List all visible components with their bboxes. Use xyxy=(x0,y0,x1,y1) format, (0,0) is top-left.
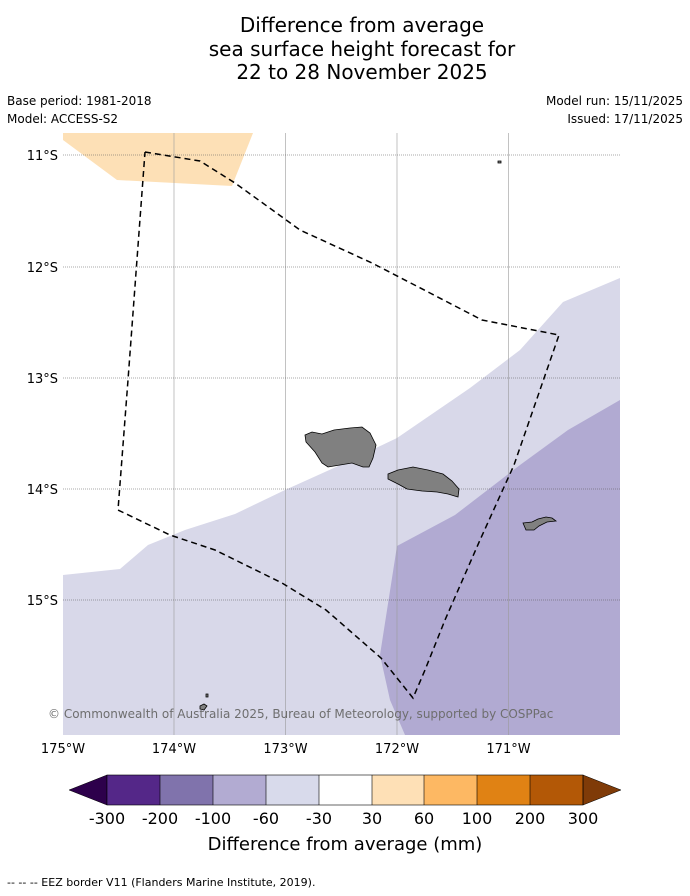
colorbar-segment-8 xyxy=(477,775,530,805)
lat-label-13s: 13°S xyxy=(27,372,58,387)
meta-right: Model run: 15/11/2025 Issued: 17/11/2025 xyxy=(546,94,683,126)
eez-legend-footer: -- -- -- EEZ border V11 (Flanders Marine… xyxy=(7,876,316,889)
issued-text: Issued: 17/11/2025 xyxy=(567,112,683,126)
colorbar-tick-6: 30 xyxy=(362,809,382,828)
title-line-1: Difference from average xyxy=(239,13,485,37)
colorbar-tick-1: -300 xyxy=(89,809,125,828)
colorbar-dividers xyxy=(159,775,531,805)
lon-label-175w: 175°W xyxy=(41,742,85,757)
anomaly-band-minus100-minus60 xyxy=(380,400,620,735)
colorbar-segment-6 xyxy=(372,775,424,805)
colorbar-tick-10: 300 xyxy=(568,809,599,828)
island-swains xyxy=(497,160,502,164)
lat-label-12s: 12°S xyxy=(27,261,58,276)
colorbar-tick-7: 60 xyxy=(414,809,434,828)
lon-label-172w: 172°W xyxy=(375,742,419,757)
landmasses xyxy=(199,160,558,711)
colorbar-tick-5: -30 xyxy=(306,809,332,828)
longitude-labels: 175°W 174°W 173°W 172°W 171°W xyxy=(41,742,531,757)
colorbar-segment-4 xyxy=(266,775,319,805)
colorbar-tick-9: 200 xyxy=(515,809,546,828)
colorbar-tick-3: -100 xyxy=(195,809,231,828)
parallels xyxy=(63,154,620,601)
lon-label-171w: 171°W xyxy=(486,742,530,757)
colorbar-tick-8: 100 xyxy=(462,809,493,828)
lat-label-11s: 11°S xyxy=(27,149,58,164)
title-line-2: sea surface height forecast for xyxy=(208,36,516,61)
colorbar-tick-2: -200 xyxy=(142,809,178,828)
anomaly-band-30-60 xyxy=(63,133,253,186)
lat-label-15s: 15°S xyxy=(27,594,58,609)
island-tutuila xyxy=(522,516,558,531)
colorbar-segment-2 xyxy=(160,775,213,805)
eez-border xyxy=(117,151,560,700)
island-upolu xyxy=(387,466,460,498)
map-area xyxy=(63,133,620,735)
colorbar-arrow-high xyxy=(582,774,622,806)
graticule xyxy=(173,133,509,735)
colorbar-arrow-low xyxy=(68,774,108,806)
colorbar-tick-4: -60 xyxy=(253,809,279,828)
lon-label-174w: 174°W xyxy=(152,742,196,757)
base-period-text: Base period: 1981-2018 xyxy=(7,94,152,108)
model-text: Model: ACCESS-S2 xyxy=(7,112,119,126)
meta-left: Base period: 1981-2018 Model: ACCESS-S2 xyxy=(7,94,152,126)
colorbar-segment-7 xyxy=(424,775,477,805)
latitude-labels: 11°S 12°S 13°S 14°S 15°S xyxy=(27,149,58,609)
island-savaii xyxy=(304,426,377,468)
colorbar-segment-9 xyxy=(530,775,583,805)
colorbar-segment-5 xyxy=(319,775,372,805)
lon-label-173w: 173°W xyxy=(263,742,307,757)
colorbar-label: Difference from average (mm) xyxy=(208,834,483,855)
island-small-north xyxy=(205,693,209,698)
colorbar-segment-1 xyxy=(107,775,160,805)
attribution-text: © Commonwealth of Australia 2025, Bureau… xyxy=(48,707,553,721)
colorbar-segment-3 xyxy=(213,775,266,805)
colorbar-outline xyxy=(106,774,584,806)
island-rose xyxy=(199,703,208,711)
lat-label-14s: 14°S xyxy=(27,483,58,498)
model-run-text: Model run: 15/11/2025 xyxy=(545,94,683,108)
map-title: Difference from average sea surface heig… xyxy=(0,13,690,85)
title-line-3: 22 to 28 November 2025 xyxy=(236,60,488,84)
colorbar-tick-labels: -300 -200 -100 -60 -30 30 60 100 200 300 xyxy=(89,809,598,828)
colorbar: -300 -200 -100 -60 -30 30 60 100 200 300… xyxy=(68,774,622,855)
